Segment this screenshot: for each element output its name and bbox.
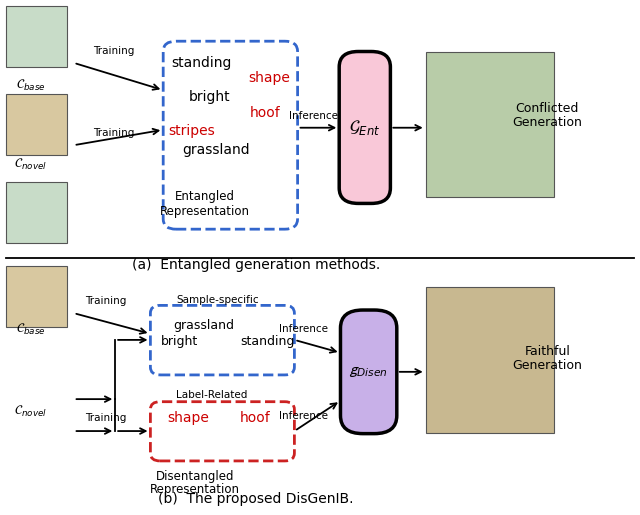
Text: Inference: Inference [280,324,328,334]
FancyBboxPatch shape [150,305,294,375]
FancyBboxPatch shape [150,402,294,461]
Text: Training: Training [93,128,134,138]
FancyBboxPatch shape [426,52,554,197]
Text: hoof: hoof [240,411,271,425]
Text: $\mathcal{C}_{novel}$: $\mathcal{C}_{novel}$ [14,404,47,419]
Text: (a)  Entangled generation methods.: (a) Entangled generation methods. [132,258,380,272]
Text: shape: shape [168,411,209,425]
Text: Training: Training [85,414,126,423]
Text: stripes: stripes [168,124,215,139]
Text: bright: bright [189,90,230,104]
Text: Representation: Representation [150,483,240,496]
FancyBboxPatch shape [6,6,67,67]
FancyBboxPatch shape [339,52,390,203]
Text: (b)  The proposed DisGenIB.: (b) The proposed DisGenIB. [158,491,354,506]
Text: Faithful: Faithful [524,345,570,358]
FancyBboxPatch shape [6,94,67,154]
Text: Representation: Representation [160,204,250,218]
Text: Training: Training [85,297,126,306]
Text: shape: shape [248,71,290,85]
FancyBboxPatch shape [6,182,67,243]
Text: Entangled: Entangled [175,190,235,203]
FancyBboxPatch shape [163,41,298,229]
Text: Inference: Inference [289,111,338,121]
Text: Label-Related: Label-Related [176,390,248,400]
FancyBboxPatch shape [426,287,554,433]
Text: grassland: grassland [173,319,234,332]
Text: Training: Training [93,46,134,56]
FancyBboxPatch shape [340,310,397,434]
FancyBboxPatch shape [6,266,67,327]
Text: $\mathcal{g}_{Disen}$: $\mathcal{g}_{Disen}$ [349,364,388,380]
Text: $\mathcal{G}_{Ent}$: $\mathcal{G}_{Ent}$ [349,118,381,137]
Text: standing: standing [240,335,294,349]
Text: Generation: Generation [512,116,582,129]
Text: standing: standing [172,56,232,70]
Text: Generation: Generation [512,359,582,372]
Text: grassland: grassland [182,143,250,158]
Text: $\mathcal{C}_{base}$: $\mathcal{C}_{base}$ [16,78,45,93]
Text: bright: bright [161,335,198,349]
Text: $\mathcal{C}_{base}$: $\mathcal{C}_{base}$ [16,322,45,337]
Text: Inference: Inference [280,411,328,421]
Text: Disentangled: Disentangled [156,470,234,483]
Text: $\mathcal{C}_{novel}$: $\mathcal{C}_{novel}$ [14,157,47,172]
Text: Sample-specific: Sample-specific [176,295,259,305]
Text: hoof: hoof [250,106,280,121]
Text: Conflicted: Conflicted [515,101,579,115]
